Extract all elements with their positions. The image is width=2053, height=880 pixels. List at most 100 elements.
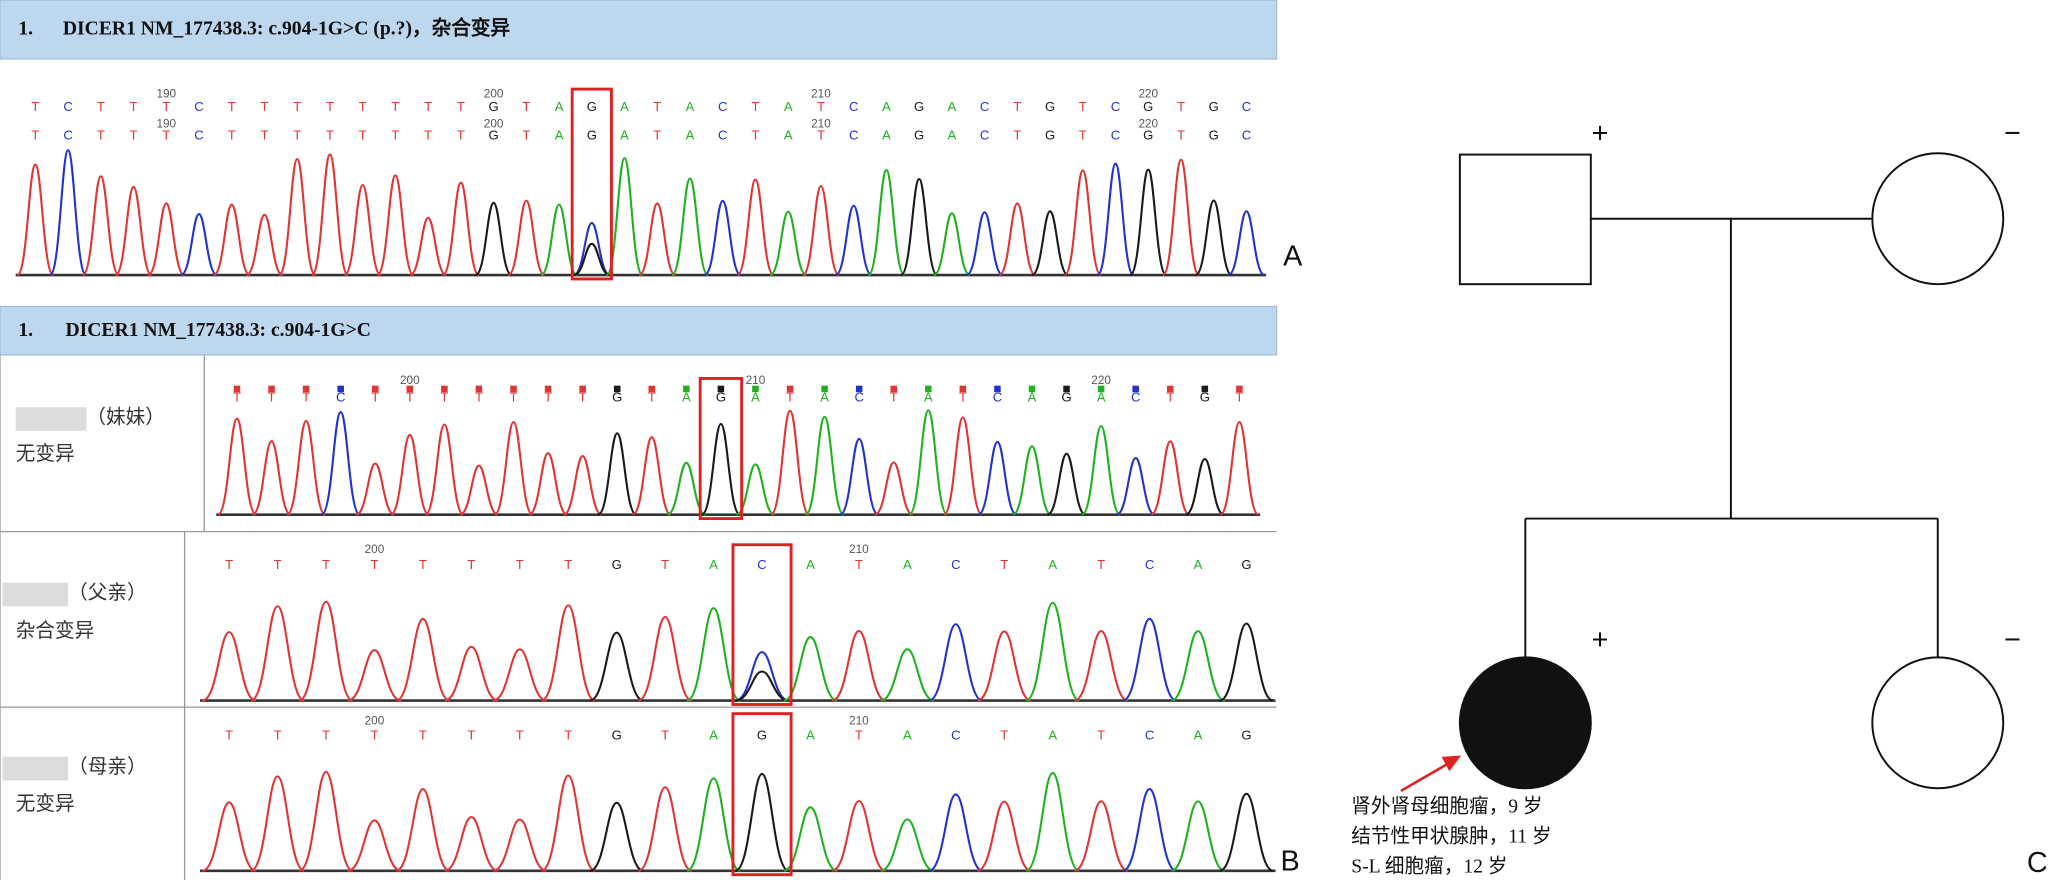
- base-call: T: [424, 99, 432, 114]
- peak: [310, 153, 349, 277]
- peak: [933, 212, 971, 277]
- base-call: T: [406, 390, 414, 405]
- base-call: T: [359, 99, 367, 114]
- base-call: T: [1097, 557, 1105, 572]
- proband-note: S-L 细胞瘤，12 岁: [1351, 856, 1507, 878]
- peak: [770, 409, 811, 516]
- base-call: T: [1177, 128, 1185, 143]
- base-call: T: [370, 557, 378, 572]
- base-call: G: [587, 99, 597, 114]
- base-call: C: [63, 99, 72, 114]
- peak: [1122, 617, 1177, 702]
- base-call: T: [225, 557, 233, 572]
- quality-marker: [406, 385, 414, 393]
- peak: [475, 201, 513, 277]
- base-call: A: [784, 128, 793, 143]
- base-call: T: [31, 128, 39, 143]
- base-call: G: [1143, 128, 1153, 143]
- base-call: T: [419, 557, 427, 572]
- base-call: A: [784, 99, 793, 114]
- quality-marker: [268, 385, 275, 393]
- quality-marker: [1236, 385, 1243, 393]
- proband-arrow: [1400, 760, 1452, 793]
- quality-marker: [1166, 385, 1174, 393]
- peak: [880, 818, 935, 872]
- peak: [180, 212, 218, 277]
- pedigree: [1458, 152, 2005, 790]
- peak: [251, 440, 292, 516]
- base-call: T: [371, 390, 379, 405]
- peak: [1122, 788, 1177, 872]
- position-label: 200: [484, 87, 504, 100]
- quality-marker: [1063, 385, 1070, 393]
- base-call: T: [419, 727, 427, 742]
- base-call: T: [274, 557, 282, 572]
- base-call: T: [751, 99, 759, 114]
- base-call: T: [855, 557, 863, 572]
- panel-label: C: [2027, 847, 2048, 879]
- peak: [736, 178, 775, 277]
- base-call: C: [63, 128, 72, 143]
- panel-label: A: [1283, 241, 1303, 273]
- peak: [298, 600, 354, 702]
- base-call: C: [194, 99, 203, 114]
- peak: [686, 777, 741, 872]
- peak: [1185, 457, 1225, 516]
- base-call: A: [682, 390, 691, 405]
- peak: [286, 419, 327, 516]
- peak: [1063, 169, 1102, 277]
- header-bar: [0, 305, 1278, 356]
- position-label: 200: [400, 374, 420, 387]
- peak: [998, 202, 1036, 277]
- base-call: C: [1145, 727, 1154, 742]
- position-label: 200: [484, 118, 504, 131]
- peak: [441, 181, 480, 277]
- base-call: T: [31, 99, 39, 114]
- base-call: T: [1079, 99, 1087, 114]
- status: 无变异: [16, 793, 75, 815]
- blurred-name: [2, 756, 69, 781]
- base-call: A: [1194, 727, 1203, 742]
- peak: [831, 800, 886, 872]
- base-call: A: [1048, 557, 1057, 572]
- peak: [492, 648, 547, 702]
- peak: [966, 211, 1004, 277]
- peak: [389, 433, 430, 516]
- quality-marker: [648, 385, 656, 393]
- base-call: T: [653, 99, 661, 114]
- base-call: G: [1241, 557, 1251, 572]
- peak: [835, 204, 873, 277]
- quality-marker: [302, 385, 310, 393]
- peak: [735, 463, 775, 516]
- peak: [1227, 210, 1266, 277]
- base-call: A: [806, 557, 815, 572]
- peak: [49, 149, 88, 277]
- blurred-name: [15, 407, 87, 431]
- peak: [597, 432, 638, 516]
- position-label: 220: [1138, 87, 1158, 100]
- peak: [343, 183, 382, 277]
- carrier-sign: −: [2004, 118, 2021, 150]
- base-call: A: [948, 128, 957, 143]
- base-call: G: [716, 390, 726, 405]
- proband-note: 结节性甲状腺肿，11 岁: [1351, 826, 1551, 848]
- position-label: 220: [1138, 118, 1158, 131]
- base-call: T: [268, 390, 276, 405]
- base-call: T: [1013, 99, 1021, 114]
- base-call: C: [1111, 128, 1120, 143]
- peak: [459, 464, 499, 516]
- base-call: G: [757, 727, 767, 742]
- peak: [1170, 630, 1226, 702]
- peak: [801, 184, 840, 277]
- base-call: C: [336, 390, 345, 405]
- peak: [735, 670, 789, 702]
- base-call: C: [194, 128, 203, 143]
- peak: [839, 437, 879, 516]
- base-call: T: [97, 99, 105, 114]
- peak: [1194, 199, 1233, 277]
- peak: [528, 452, 568, 516]
- base-call: T: [225, 727, 233, 742]
- peak: [638, 786, 693, 872]
- base-call: T: [516, 557, 524, 572]
- base-call: T: [322, 727, 330, 742]
